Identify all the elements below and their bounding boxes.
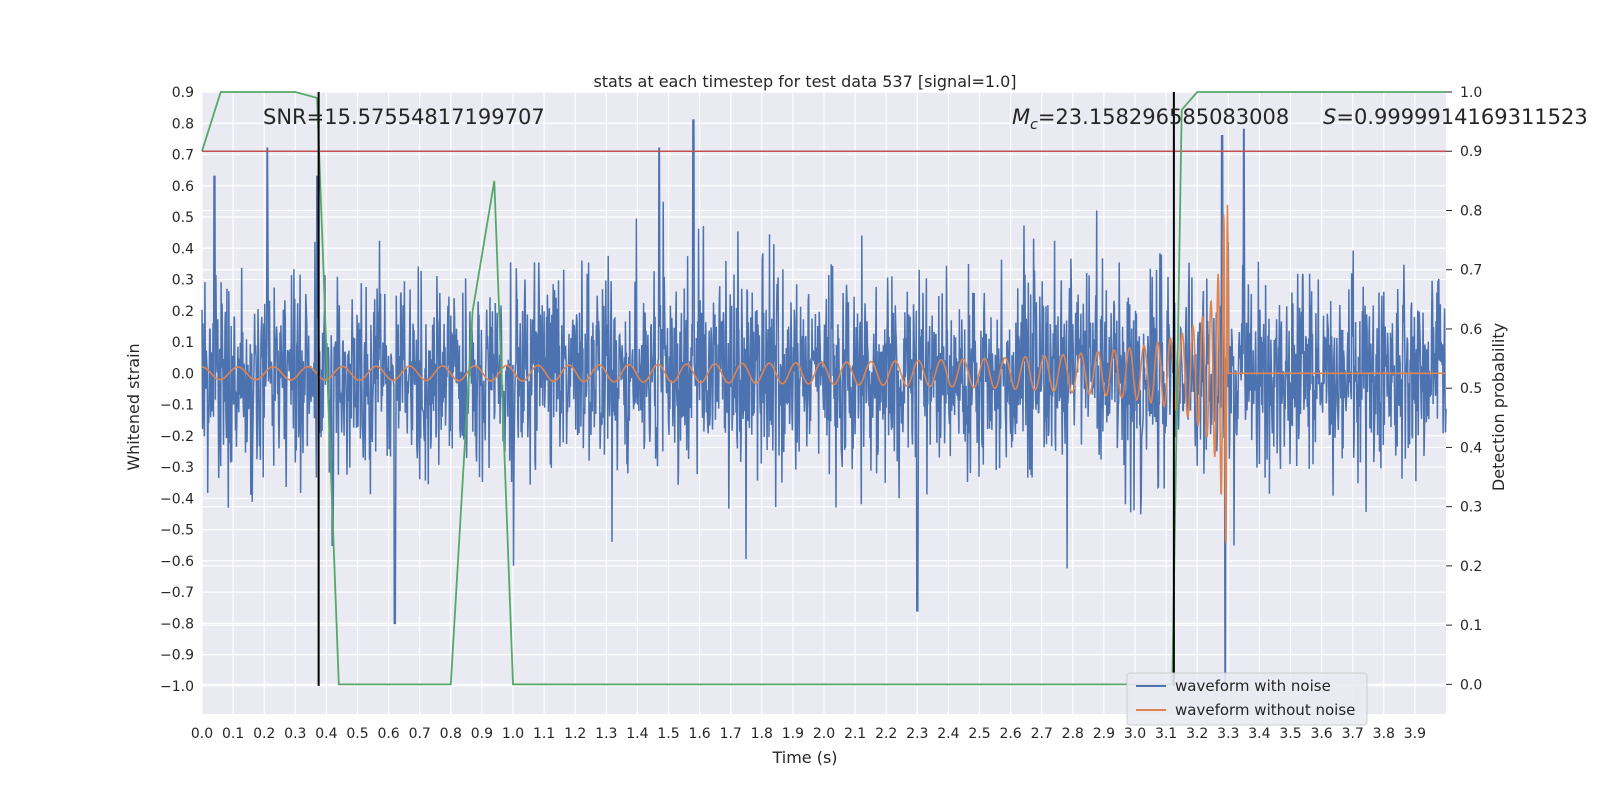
x-tick-label: 1.9: [782, 726, 804, 742]
y-tick-label: −0.9: [160, 648, 194, 664]
legend-label-noise: waveform with noise: [1175, 677, 1331, 695]
x-tick-label: 3.5: [1279, 726, 1301, 742]
chart-title: stats at each timestep for test data 537…: [593, 72, 1016, 91]
y-tick-label: −0.6: [160, 554, 194, 570]
x-tick-label: 1.1: [533, 726, 555, 742]
series-line-noisy-waveform: [201, 119, 1447, 687]
x-tick-label: 1.2: [564, 726, 586, 742]
x-tick-label: 0.1: [222, 726, 244, 742]
chirp-mass-subscript: c: [1030, 117, 1038, 133]
y2-tick-label: 0.2: [1460, 559, 1482, 575]
x-tick-label: 2.2: [875, 726, 897, 742]
x-tick-label: 2.7: [1031, 726, 1053, 742]
x-tick-label: 3.8: [1373, 726, 1395, 742]
series-line-clean-waveform: [202, 204, 1446, 544]
x-tick-label: 3.9: [1404, 726, 1426, 742]
x-tick-label: 2.4: [937, 726, 959, 742]
x-tick-label: 1.5: [657, 726, 679, 742]
y-tick-label: −0.2: [160, 429, 194, 445]
x-tick-label: 1.6: [688, 726, 710, 742]
y-tick-label: 0.3: [172, 273, 194, 289]
y-tick-label: −1.0: [160, 679, 194, 695]
y-tick-label: 0.6: [172, 179, 194, 195]
y-tick-label: −0.1: [160, 398, 194, 414]
y-tick-label: 0.1: [172, 335, 194, 351]
y-tick-label: 0.0: [172, 366, 194, 382]
x-tick-label: 2.9: [1093, 726, 1115, 742]
x-tick-label: 0.0: [191, 726, 213, 742]
chirp-mass-annotation: Mc=23.158296585083008: [1012, 105, 1289, 133]
x-tick-label: 1.0: [502, 726, 524, 742]
y2-tick-label: 0.5: [1460, 381, 1482, 397]
x-tick-label: 3.1: [1155, 726, 1177, 742]
y-tick-label: 0.4: [172, 241, 194, 257]
legend: waveform with noise waveform without noi…: [1126, 672, 1368, 726]
y-tick-label: 0.2: [172, 304, 194, 320]
x-tick-label: 3.6: [1310, 726, 1332, 742]
x-tick-label: 0.2: [253, 726, 275, 742]
y2-tick-label: 0.1: [1460, 618, 1482, 634]
x-tick-label: 2.6: [999, 726, 1021, 742]
legend-box: [1126, 672, 1368, 726]
y2-tick-label: 0.6: [1460, 322, 1482, 338]
x-tick-label: 2.0: [813, 726, 835, 742]
x-tick-label: 0.5: [346, 726, 368, 742]
x-tick-label: 3.7: [1342, 726, 1364, 742]
y2-tick-label: 0.8: [1460, 203, 1482, 219]
y2-tick-label: 0.7: [1460, 263, 1482, 279]
legend-label-clean: waveform without noise: [1175, 701, 1355, 719]
x-tick-label: 0.7: [409, 726, 431, 742]
y-tick-label: −0.3: [160, 460, 194, 476]
axis-ticks: 0.0 0.1 0.2 0.3 0.4 0.5 0.6 0.7 0.8 0.9 1.0 1.1 1.2 1…: [160, 85, 1482, 742]
y-tick-label: 0.5: [172, 210, 194, 226]
x-tick-label: 0.4: [315, 726, 337, 742]
y-tick-label: −0.5: [160, 523, 194, 539]
y2-tick-label: 0.3: [1460, 500, 1482, 516]
x-axis-title: Time (s): [771, 748, 837, 767]
y-tick-label: −0.8: [160, 616, 194, 632]
y2-tick-label: 0.4: [1460, 440, 1482, 456]
y-tick-label: 0.7: [172, 148, 194, 164]
chirp-mass-value: =23.158296585083008: [1038, 105, 1289, 129]
y-tick-label: 0.8: [172, 116, 194, 132]
x-tick-label: 1.4: [626, 726, 648, 742]
x-tick-label: 3.3: [1217, 726, 1239, 742]
y2-tick-label: 0.0: [1460, 677, 1482, 693]
x-tick-label: 3.2: [1186, 726, 1208, 742]
x-tick-label: 3.4: [1248, 726, 1270, 742]
y-tick-label: 0.9: [172, 85, 194, 101]
x-tick-label: 1.3: [595, 726, 617, 742]
s-symbol: S: [1323, 105, 1336, 129]
snr-annotation: SNR=15.57554817199707: [263, 105, 545, 129]
y-tick-label: −0.7: [160, 585, 194, 601]
plot-area: [201, 91, 1447, 687]
series-line-detection-probability: [201, 91, 1446, 686]
x-tick-label: 2.3: [906, 726, 928, 742]
x-tick-label: 2.1: [844, 726, 866, 742]
x-tick-label: 3.0: [1124, 726, 1146, 742]
s-annotation: S=0.9999914169311523: [1323, 105, 1588, 129]
y2-axis-title: Detection probability: [1489, 323, 1508, 491]
y2-tick-label: 0.9: [1460, 144, 1482, 160]
x-tick-label: 0.9: [471, 726, 493, 742]
x-tick-label: 2.5: [968, 726, 990, 742]
x-tick-label: 0.6: [377, 726, 399, 742]
x-tick-label: 2.8: [1062, 726, 1084, 742]
s-value: =0.9999914169311523: [1336, 105, 1587, 129]
x-tick-label: 1.7: [720, 726, 742, 742]
chirp-mass-symbol: M: [1012, 105, 1030, 129]
y-axis-title: Whitened strain: [124, 343, 143, 470]
y2-tick-label: 1.0: [1460, 85, 1482, 101]
y-tick-label: −0.4: [160, 491, 194, 507]
x-tick-label: 1.8: [751, 726, 773, 742]
x-tick-label: 0.8: [440, 726, 462, 742]
x-tick-label: 0.3: [284, 726, 306, 742]
